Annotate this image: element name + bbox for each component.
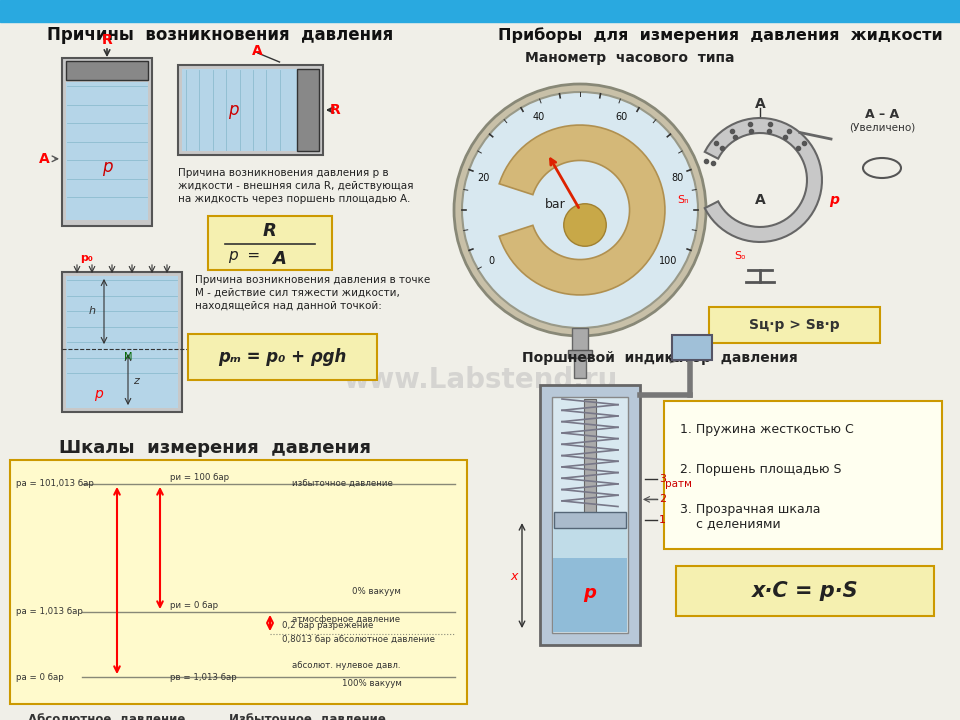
Text: Sₙ: Sₙ [677,195,689,205]
Circle shape [564,204,607,246]
Circle shape [454,84,706,336]
Text: 60: 60 [615,112,628,122]
Polygon shape [499,125,665,295]
Bar [66,61,148,80]
Text: pа = 0 бар: pа = 0 бар [16,672,63,682]
Text: Шкалы  измерения  давления: Шкалы измерения давления [59,439,371,457]
Bar [568,350,592,358]
Text: p: p [829,193,839,207]
Polygon shape [705,118,822,242]
Text: атмосферное давление: атмосферное давление [292,615,400,624]
FancyBboxPatch shape [208,216,332,270]
Text: p: p [228,101,238,119]
Bar [182,69,297,151]
Text: жидкости - внешняя сила R, действующая: жидкости - внешняя сила R, действующая [178,181,414,191]
Bar [584,399,596,520]
Text: Манометр  часового  типа: Манометр часового типа [525,51,734,65]
Text: 100% вакуум: 100% вакуум [342,679,402,688]
Text: pи = 100 бар: pи = 100 бар [170,473,229,482]
Bar [540,385,640,645]
FancyBboxPatch shape [709,307,880,343]
Text: 3: 3 [659,474,666,484]
Text: x·C = p·S: x·C = p·S [752,581,858,601]
Text: (Увеличено): (Увеличено) [849,123,915,133]
Bar [62,272,182,412]
Text: 0,8013 бар абсолютное давление: 0,8013 бар абсолютное давление [282,636,435,644]
Text: pₘ = p₀ + ρgh: pₘ = p₀ + ρgh [218,348,347,366]
Text: p₀: p₀ [81,253,93,263]
Text: A: A [755,97,765,111]
Bar [552,397,628,633]
Text: Приборы  для  измерения  давления  жидкости: Приборы для измерения давления жидкости [497,27,943,43]
FancyBboxPatch shape [676,566,934,616]
Bar [572,328,588,353]
Text: R: R [329,103,341,117]
Text: z: z [133,376,139,385]
Text: pа = 101,013 бар: pа = 101,013 бар [16,480,94,488]
Bar [0,0,960,22]
Text: 20: 20 [477,174,490,184]
Bar [672,335,712,360]
Text: 80: 80 [671,174,684,184]
FancyBboxPatch shape [188,334,377,380]
Text: A: A [252,44,263,58]
Text: pи = 0 бар: pи = 0 бар [170,601,218,610]
Text: Sц·p > Sв·p: Sц·p > Sв·p [749,318,839,332]
Text: 2: 2 [659,495,666,505]
Circle shape [462,92,698,328]
Text: Причины  возникновения  давления: Причины возникновения давления [47,26,394,44]
Text: на жидкость через поршень площадью A.: на жидкость через поршень площадью A. [178,194,410,204]
Text: pатм: pатм [665,479,692,489]
Bar [553,525,627,632]
Text: 0: 0 [489,256,494,266]
Text: абсолют. нулевое давл.: абсолют. нулевое давл. [292,660,400,670]
FancyBboxPatch shape [10,460,467,704]
Text: находящейся над данной точкой:: находящейся над данной точкой: [195,301,382,311]
Text: pа = 1,013 бар: pа = 1,013 бар [16,608,83,616]
Text: 3. Прозрачная шкала: 3. Прозрачная шкала [680,503,821,516]
Text: 0% вакуум: 0% вакуум [352,588,401,596]
Bar [178,65,323,155]
Text: Абсолютное  давление: Абсолютное давление [28,714,185,720]
Text: 2. Поршень площадью S: 2. Поршень площадью S [680,463,842,476]
Bar [297,69,319,151]
Text: 1: 1 [659,516,666,525]
Text: pв = 1,013 бар: pв = 1,013 бар [170,672,237,682]
Text: Избыточное  давление: Избыточное давление [228,714,385,720]
Text: Поршневой  индикатор  давления: Поршневой индикатор давления [522,351,798,365]
Text: p: p [102,158,112,176]
Text: R: R [102,33,112,47]
Bar [66,82,148,220]
Text: p  =: p = [228,248,260,263]
Text: 40: 40 [533,112,544,122]
Text: Причина возникновения давления p в: Причина возникновения давления p в [178,168,389,178]
Text: 1. Пружина жесткостью C: 1. Пружина жесткостью C [680,423,853,436]
Text: R: R [263,222,276,240]
Text: A: A [755,193,765,207]
Bar [574,358,586,378]
Text: 0,2 бар разрежение: 0,2 бар разрежение [282,621,373,631]
Text: 100: 100 [660,256,678,266]
Bar [66,276,178,408]
Text: h: h [89,305,96,315]
Bar [553,525,627,557]
Text: www.Labstend.ru: www.Labstend.ru [343,366,617,394]
Text: bar: bar [544,199,565,212]
Text: x: x [511,570,517,583]
Bar [554,512,626,528]
Text: A: A [38,152,49,166]
Text: Причина возникновения давления в точке: Причина возникновения давления в точке [195,275,430,285]
Text: избыточное давление: избыточное давление [292,480,393,488]
Text: A: A [273,250,286,268]
Text: p: p [94,387,103,401]
FancyBboxPatch shape [664,401,942,549]
Text: p: p [584,584,596,602]
Text: M - действие сил тяжести жидкости,: M - действие сил тяжести жидкости, [195,288,400,298]
Text: M: M [124,352,132,362]
Text: A – A: A – A [865,109,900,122]
Text: Sₒ: Sₒ [734,251,746,261]
Text: с делениями: с делениями [680,517,780,530]
Bar [62,58,152,226]
